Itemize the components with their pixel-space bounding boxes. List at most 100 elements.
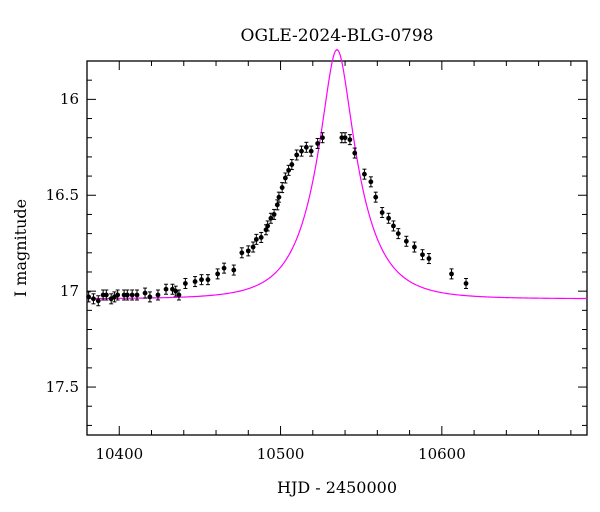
point-marker [199,277,204,283]
point-marker [253,236,259,242]
data-point [91,293,96,305]
point-marker [342,135,348,141]
point-marker [176,292,182,298]
point-marker [412,244,417,250]
data-point [115,289,121,301]
data-point [342,132,348,144]
x-axis-title: HJD - 2450000 [277,478,397,497]
point-marker [403,238,409,244]
point-marker [282,175,288,181]
data-point [368,176,374,188]
data-point [245,245,251,257]
point-marker [362,171,367,177]
point-marker [276,194,282,200]
data-point [103,289,109,301]
data-point [274,199,280,211]
point-marker [420,252,425,258]
data-point [268,212,274,224]
y-tick-label-16: 16 [60,90,79,108]
data-point [221,262,227,274]
x-tick-label-10400: 10400 [95,445,143,463]
point-marker [192,279,198,284]
model-curve-layer [86,48,588,300]
data-point [282,172,288,184]
data-points-layer [86,132,469,307]
point-marker [86,294,92,300]
data-point [205,274,211,286]
data-point [147,291,153,303]
data-point [129,289,135,301]
data-point [299,145,304,157]
point-marker [221,265,227,271]
point-marker [274,202,280,208]
data-point [308,145,314,157]
point-marker [129,292,135,298]
data-point [391,220,396,232]
point-marker [391,223,396,229]
data-point [395,228,401,240]
data-point [352,147,358,159]
data-point [124,289,130,301]
point-marker [352,150,358,156]
point-marker [426,256,432,261]
x-tick-label-10500: 10500 [257,445,305,463]
point-marker [279,185,285,190]
axis-ticks [86,60,587,435]
data-point [258,231,264,243]
point-marker [205,277,211,283]
data-point [289,159,295,171]
data-point [163,283,169,295]
data-point [173,285,179,297]
data-point [373,191,379,203]
y-tick-label-17-5: 17.5 [46,378,79,396]
point-marker [395,231,401,237]
point-marker [265,223,271,229]
chart-title: OGLE-2024-BLG-0798 [241,26,434,46]
point-marker [142,290,148,296]
data-point [412,241,417,253]
point-marker [215,271,221,277]
data-point [239,247,245,259]
point-marker [147,294,153,300]
data-point [386,212,392,224]
point-marker [155,292,161,298]
model-curve [86,48,588,300]
data-point [215,268,221,280]
point-marker [95,298,101,304]
data-point [182,277,188,289]
y-axis-title: I magnitude [11,199,30,297]
data-point [95,295,101,307]
data-point [276,191,282,203]
data-point [250,241,256,253]
point-marker [308,148,314,154]
data-point [253,233,259,245]
y-tick-label-17: 17 [60,282,79,300]
data-point [155,289,161,301]
point-marker [258,235,264,240]
data-point [362,168,367,180]
data-point [176,289,182,301]
point-marker [379,210,385,215]
point-marker [115,292,121,298]
point-marker [182,281,188,286]
point-marker [103,292,109,298]
point-marker [463,281,469,286]
point-marker [124,292,130,298]
data-point [86,291,92,303]
data-point [265,220,271,232]
data-point [231,264,237,276]
data-point [463,277,469,289]
point-marker [289,162,295,167]
data-point [142,287,148,299]
point-marker [134,292,140,298]
data-point [379,207,385,219]
data-point [426,253,432,265]
point-marker [239,250,245,256]
point-marker [373,194,379,200]
data-point [286,164,292,176]
point-marker [286,167,292,173]
point-marker [91,296,96,302]
data-point [420,249,425,261]
point-marker [163,286,169,292]
